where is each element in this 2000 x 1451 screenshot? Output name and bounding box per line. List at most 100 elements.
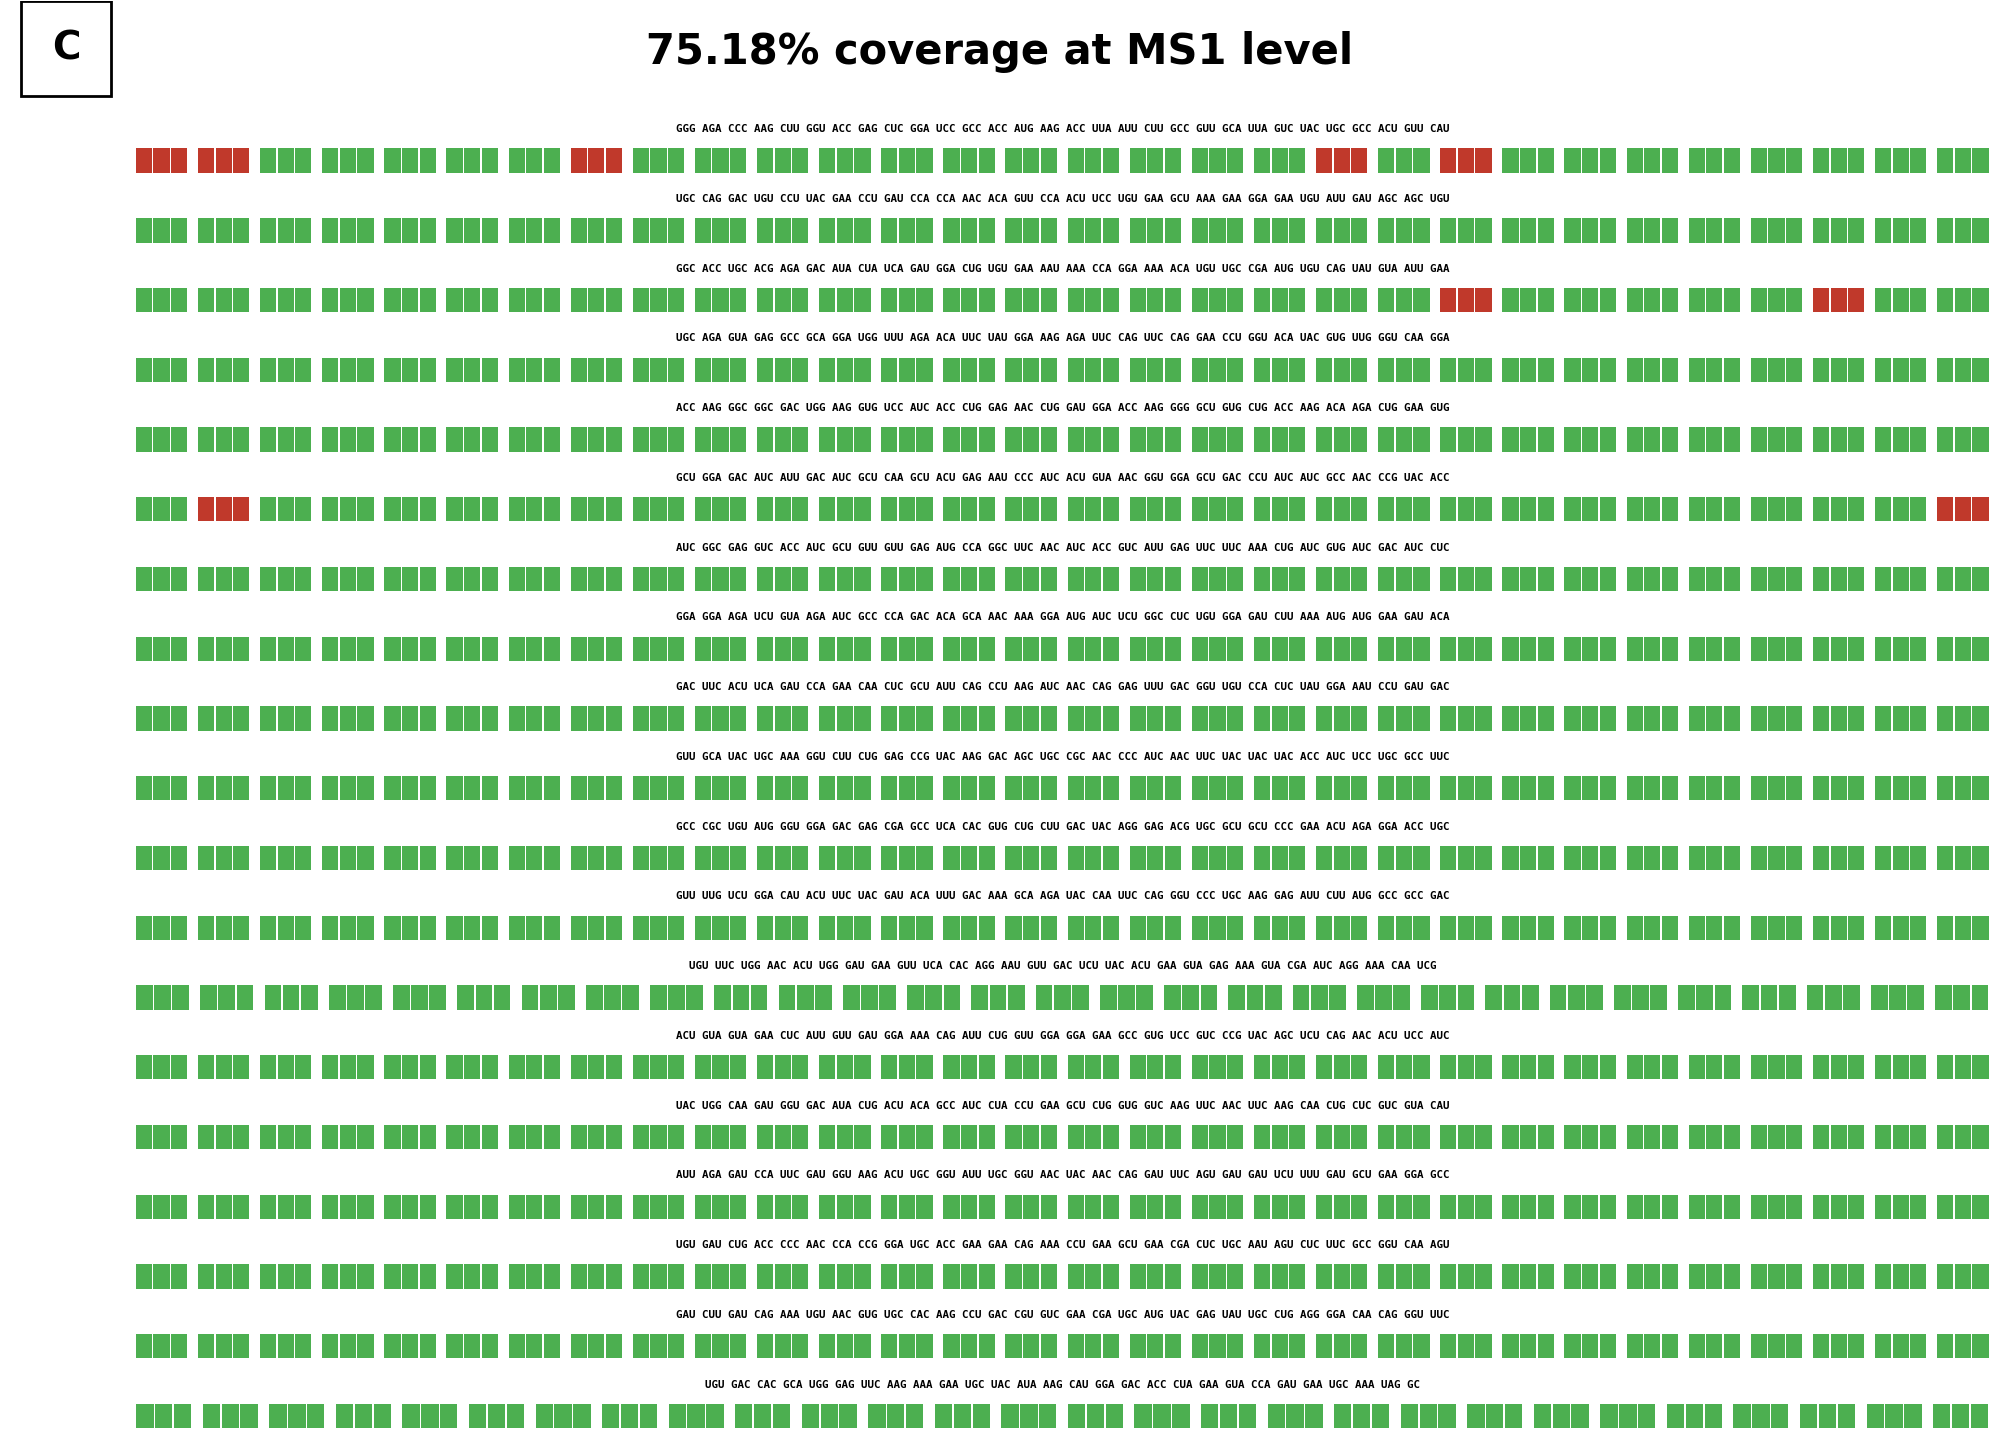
FancyBboxPatch shape (1688, 218, 1704, 242)
FancyBboxPatch shape (978, 567, 994, 591)
FancyBboxPatch shape (336, 1403, 354, 1428)
FancyBboxPatch shape (1706, 1125, 1722, 1149)
FancyBboxPatch shape (1892, 357, 1908, 382)
FancyBboxPatch shape (836, 218, 852, 242)
FancyBboxPatch shape (1538, 287, 1554, 312)
FancyBboxPatch shape (1786, 428, 1802, 451)
FancyBboxPatch shape (1954, 148, 1970, 173)
FancyBboxPatch shape (322, 776, 338, 801)
FancyBboxPatch shape (1290, 498, 1306, 521)
FancyBboxPatch shape (758, 357, 774, 382)
FancyBboxPatch shape (296, 567, 312, 591)
FancyBboxPatch shape (1938, 567, 1954, 591)
FancyBboxPatch shape (384, 498, 400, 521)
FancyBboxPatch shape (136, 1403, 154, 1428)
FancyBboxPatch shape (282, 985, 300, 1010)
FancyBboxPatch shape (1148, 846, 1164, 871)
FancyBboxPatch shape (1378, 707, 1394, 731)
FancyBboxPatch shape (1440, 1264, 1456, 1288)
FancyBboxPatch shape (1476, 567, 1492, 591)
FancyBboxPatch shape (1292, 985, 1310, 1010)
FancyBboxPatch shape (1458, 287, 1474, 312)
FancyBboxPatch shape (358, 707, 374, 731)
FancyBboxPatch shape (420, 148, 436, 173)
FancyBboxPatch shape (632, 357, 648, 382)
FancyBboxPatch shape (650, 637, 666, 662)
Text: UGU UUC UGG AAC ACU UGG GAU GAA GUU UCA CAC AGG AAU GUU GAC UCU UAC ACU GAA GUA : UGU UUC UGG AAC ACU UGG GAU GAA GUU UCA … (690, 961, 1436, 971)
FancyBboxPatch shape (1334, 218, 1350, 242)
FancyBboxPatch shape (1130, 637, 1146, 662)
FancyBboxPatch shape (1972, 637, 1988, 662)
FancyBboxPatch shape (944, 1125, 960, 1149)
FancyBboxPatch shape (1352, 1264, 1368, 1288)
FancyBboxPatch shape (1316, 498, 1332, 521)
FancyBboxPatch shape (1724, 357, 1740, 382)
FancyBboxPatch shape (1006, 357, 1022, 382)
FancyBboxPatch shape (1520, 1194, 1536, 1219)
FancyBboxPatch shape (1068, 1264, 1084, 1288)
FancyBboxPatch shape (1626, 498, 1642, 521)
FancyBboxPatch shape (198, 218, 214, 242)
FancyBboxPatch shape (1352, 1333, 1368, 1358)
FancyBboxPatch shape (1254, 428, 1270, 451)
FancyBboxPatch shape (384, 428, 400, 451)
FancyBboxPatch shape (712, 1194, 728, 1219)
FancyBboxPatch shape (1024, 916, 1040, 940)
FancyBboxPatch shape (1972, 707, 1988, 731)
FancyBboxPatch shape (606, 498, 622, 521)
Text: 75.18% coverage at MS1 level: 75.18% coverage at MS1 level (646, 30, 1354, 73)
FancyBboxPatch shape (1564, 287, 1580, 312)
FancyBboxPatch shape (944, 1194, 960, 1219)
FancyBboxPatch shape (1892, 1194, 1908, 1219)
FancyBboxPatch shape (916, 357, 932, 382)
FancyBboxPatch shape (1006, 1125, 1022, 1149)
FancyBboxPatch shape (1352, 1055, 1368, 1080)
FancyBboxPatch shape (482, 1055, 498, 1080)
FancyBboxPatch shape (694, 776, 712, 801)
FancyBboxPatch shape (1040, 1125, 1056, 1149)
FancyBboxPatch shape (1226, 1055, 1244, 1080)
FancyBboxPatch shape (1812, 846, 1830, 871)
FancyBboxPatch shape (216, 846, 232, 871)
FancyBboxPatch shape (1164, 148, 1182, 173)
FancyBboxPatch shape (322, 1055, 338, 1080)
FancyBboxPatch shape (1892, 1333, 1908, 1358)
FancyBboxPatch shape (394, 985, 410, 1010)
FancyBboxPatch shape (172, 218, 188, 242)
FancyBboxPatch shape (588, 1194, 604, 1219)
FancyBboxPatch shape (588, 846, 604, 871)
FancyBboxPatch shape (384, 916, 400, 940)
FancyBboxPatch shape (536, 1403, 552, 1428)
FancyBboxPatch shape (1210, 428, 1226, 451)
FancyBboxPatch shape (1724, 846, 1740, 871)
FancyBboxPatch shape (1626, 1125, 1642, 1149)
FancyBboxPatch shape (1024, 637, 1040, 662)
FancyBboxPatch shape (854, 567, 870, 591)
FancyBboxPatch shape (774, 1055, 790, 1080)
FancyBboxPatch shape (1316, 776, 1332, 801)
FancyBboxPatch shape (234, 776, 250, 801)
FancyBboxPatch shape (522, 985, 538, 1010)
FancyBboxPatch shape (1164, 985, 1180, 1010)
FancyBboxPatch shape (1334, 776, 1350, 801)
FancyBboxPatch shape (1086, 1055, 1102, 1080)
Text: UGC CAG GAC UGU CCU UAC GAA CCU GAU CCA CCA AAC ACA GUU CCA ACU UCC UGU GAA GCU : UGC CAG GAC UGU CCU UAC GAA CCU GAU CCA … (676, 194, 1450, 205)
Text: UGC AGA GUA GAG GCC GCA GGA UGG UUU AGA ACA UUC UAU GGA AAG AGA UUC CAG UUC CAG : UGC AGA GUA GAG GCC GCA GGA UGG UUU AGA … (676, 334, 1450, 344)
FancyBboxPatch shape (1626, 567, 1642, 591)
FancyBboxPatch shape (1378, 1264, 1394, 1288)
FancyBboxPatch shape (694, 1194, 712, 1219)
FancyBboxPatch shape (1192, 1264, 1208, 1288)
FancyBboxPatch shape (508, 428, 524, 451)
FancyBboxPatch shape (1632, 985, 1648, 1010)
FancyBboxPatch shape (694, 1055, 712, 1080)
FancyBboxPatch shape (1892, 287, 1908, 312)
FancyBboxPatch shape (402, 707, 418, 731)
FancyBboxPatch shape (328, 985, 346, 1010)
FancyBboxPatch shape (1800, 1403, 1818, 1428)
FancyBboxPatch shape (954, 1403, 972, 1428)
FancyBboxPatch shape (1538, 498, 1554, 521)
FancyBboxPatch shape (1812, 1264, 1830, 1288)
FancyBboxPatch shape (506, 1403, 524, 1428)
FancyBboxPatch shape (898, 428, 916, 451)
FancyBboxPatch shape (1316, 1055, 1332, 1080)
